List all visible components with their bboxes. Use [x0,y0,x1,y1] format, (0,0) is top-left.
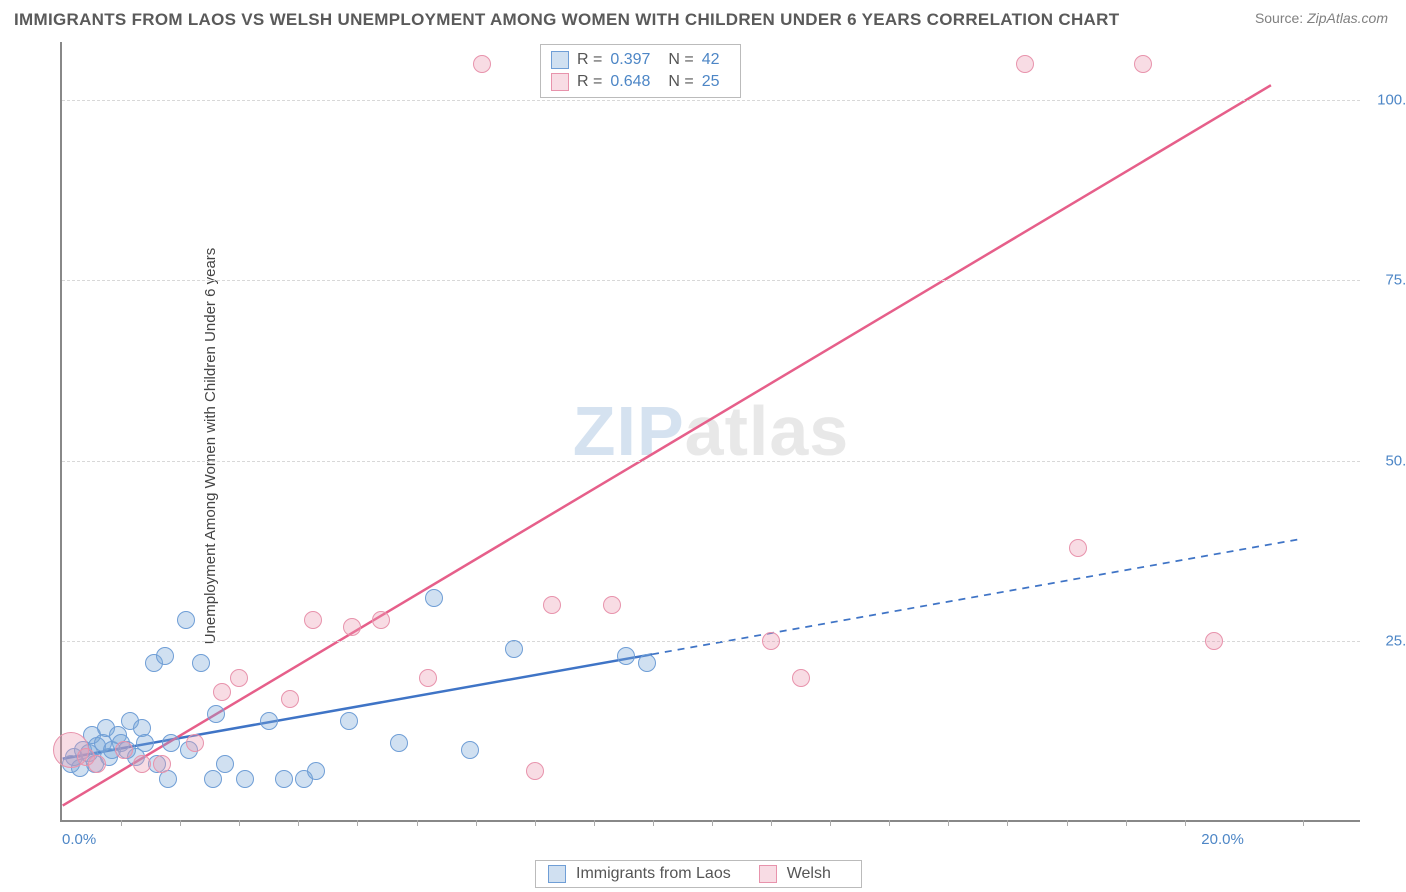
data-point [505,640,523,658]
chart-title: IMMIGRANTS FROM LAOS VS WELSH UNEMPLOYME… [14,10,1119,30]
data-point [1069,539,1087,557]
y-tick-label: 75.0% [1368,272,1406,289]
x-minor-tick [239,820,240,826]
legend-swatch [759,865,777,883]
legend-stats-row: R = 0.648 N = 25 [551,71,730,93]
y-tick-label: 50.0% [1368,452,1406,469]
data-point [543,596,561,614]
regression-line [63,85,1271,805]
x-minor-tick [948,820,949,826]
x-minor-tick [121,820,122,826]
data-point [340,712,358,730]
regression-lines [62,42,1360,820]
data-point [230,669,248,687]
data-point [304,611,322,629]
gridline [62,461,1360,462]
legend-n-label: N = [668,51,693,69]
legend-swatch [548,865,566,883]
legend-series: Immigrants from Laos Welsh [535,860,862,888]
data-point [204,770,222,788]
x-minor-tick [889,820,890,826]
data-point [186,734,204,752]
data-point [260,712,278,730]
gridline [62,280,1360,281]
data-point [162,734,180,752]
data-point [638,654,656,672]
data-point [425,589,443,607]
gridline [62,100,1360,101]
legend-series-label: Welsh [787,865,831,883]
data-point [133,755,151,773]
data-point [136,734,154,752]
data-point [213,683,231,701]
y-tick-label: 25.0% [1368,633,1406,650]
data-point [216,755,234,773]
x-minor-tick [1303,820,1304,826]
data-point [419,669,437,687]
data-point [1016,55,1034,73]
legend-swatch [551,73,569,91]
legend-n-value: 25 [702,73,720,91]
x-minor-tick [712,820,713,826]
data-point [281,690,299,708]
x-minor-tick [1126,820,1127,826]
data-point [115,741,133,759]
data-point [307,762,325,780]
x-minor-tick [180,820,181,826]
legend-stats: R = 0.397 N = 42 R = 0.648 N = 25 [540,44,741,98]
data-point [156,647,174,665]
legend-swatch [551,51,569,69]
x-minor-tick [830,820,831,826]
data-point [390,734,408,752]
data-point [762,632,780,650]
gridline [62,641,1360,642]
x-minor-tick [298,820,299,826]
x-minor-tick [594,820,595,826]
source-value: ZipAtlas.com [1307,10,1388,26]
x-tick-label: 0.0% [62,831,96,848]
x-minor-tick [653,820,654,826]
data-point [275,770,293,788]
data-point [1134,55,1152,73]
legend-r-label: R = [577,51,602,69]
x-minor-tick [357,820,358,826]
x-minor-tick [1185,820,1186,826]
plot-area: ZIPatlas 25.0%50.0%75.0%100.0%0.0%20.0% [60,42,1360,822]
y-tick-label: 100.0% [1368,91,1406,108]
legend-r-label: R = [577,73,602,91]
legend-n-label: N = [668,73,693,91]
legend-n-value: 42 [702,51,720,69]
data-point [461,741,479,759]
data-point [792,669,810,687]
data-point [1205,632,1223,650]
x-minor-tick [1067,820,1068,826]
data-point [526,762,544,780]
x-minor-tick [1007,820,1008,826]
data-point [236,770,254,788]
legend-r-value: 0.397 [610,51,650,69]
data-point [153,755,171,773]
data-point [617,647,635,665]
x-tick-label: 20.0% [1201,831,1244,848]
data-point [473,55,491,73]
data-point [603,596,621,614]
legend-r-value: 0.648 [610,73,650,91]
regression-line-extrapolated [652,539,1300,654]
data-point [372,611,390,629]
data-point [343,618,361,636]
data-point [207,705,225,723]
x-minor-tick [476,820,477,826]
data-point [192,654,210,672]
x-minor-tick [535,820,536,826]
source-attribution: Source: ZipAtlas.com [1255,10,1388,26]
x-minor-tick [417,820,418,826]
x-minor-tick [771,820,772,826]
data-point [88,755,106,773]
source-label: Source: [1255,10,1303,26]
data-point [177,611,195,629]
legend-stats-row: R = 0.397 N = 42 [551,49,730,71]
legend-series-label: Immigrants from Laos [576,865,731,883]
